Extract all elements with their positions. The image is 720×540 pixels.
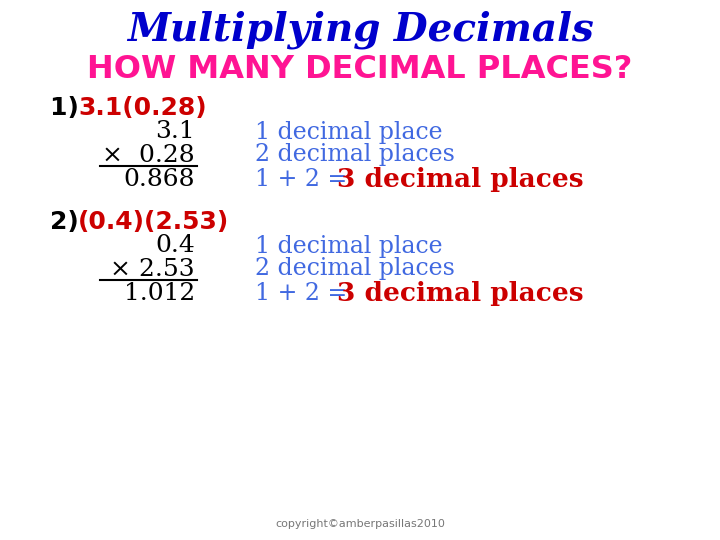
Text: 3 decimal places: 3 decimal places <box>337 281 584 307</box>
Text: ×  0.28: × 0.28 <box>102 144 195 166</box>
Text: 1 + 2 =: 1 + 2 = <box>255 168 355 192</box>
Text: copyright©amberpasillas2010: copyright©amberpasillas2010 <box>275 519 445 529</box>
Text: 3.1(0.28): 3.1(0.28) <box>78 96 207 120</box>
Text: 3.1: 3.1 <box>156 120 195 144</box>
Text: 1): 1) <box>50 96 88 120</box>
Text: 2): 2) <box>50 210 88 234</box>
Text: (0.4)(2.53): (0.4)(2.53) <box>78 210 229 234</box>
Text: Multiplying Decimals: Multiplying Decimals <box>127 11 593 49</box>
Text: × 2.53: × 2.53 <box>110 258 195 280</box>
Text: 1 decimal place: 1 decimal place <box>255 234 443 258</box>
Text: 0.4: 0.4 <box>156 234 195 258</box>
Text: 3 decimal places: 3 decimal places <box>337 167 584 192</box>
Text: 1 + 2 =: 1 + 2 = <box>255 282 355 306</box>
Text: 2 decimal places: 2 decimal places <box>255 258 455 280</box>
Text: 1 decimal place: 1 decimal place <box>255 120 443 144</box>
Text: 1.012: 1.012 <box>124 282 195 306</box>
Text: HOW MANY DECIMAL PLACES?: HOW MANY DECIMAL PLACES? <box>87 55 633 85</box>
Text: 2 decimal places: 2 decimal places <box>255 144 455 166</box>
Text: 0.868: 0.868 <box>124 168 195 192</box>
